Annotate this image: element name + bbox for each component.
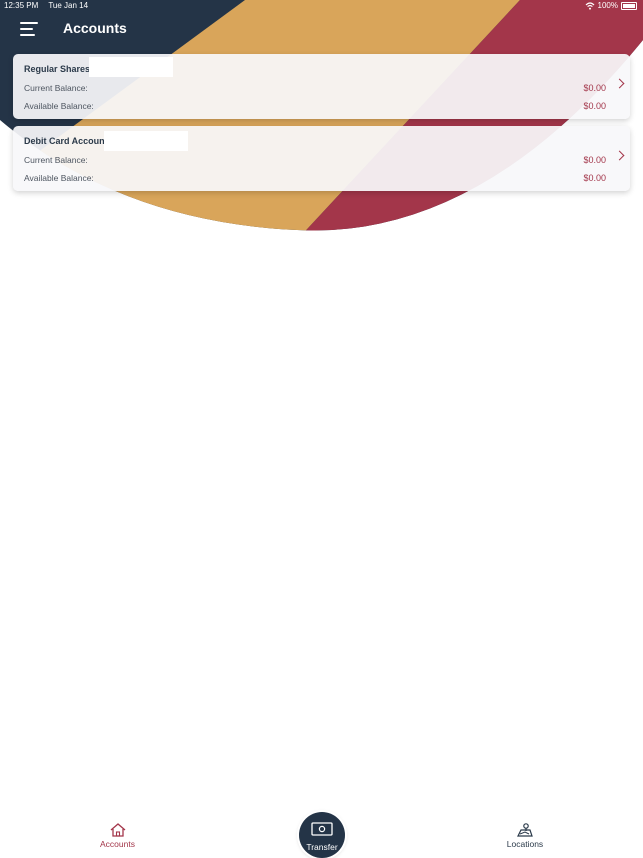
- map-pin-icon: [517, 823, 533, 837]
- chevron-right-icon[interactable]: [614, 78, 625, 89]
- battery-percent: 100%: [597, 1, 618, 10]
- available-balance-label: Available Balance:: [24, 173, 94, 183]
- account-name: Regular Shares (: [24, 64, 96, 74]
- available-balance-value: $0.00: [583, 173, 606, 183]
- status-time: 12:35 PM: [4, 1, 39, 10]
- redacted-account-number: [104, 131, 188, 151]
- redacted-account-number: [89, 57, 173, 77]
- page-title: Accounts: [63, 20, 127, 36]
- header-background-graphic: [0, 0, 643, 231]
- tab-locations-label: Locations: [506, 839, 544, 849]
- status-date: Tue Jan 14: [48, 1, 89, 10]
- current-balance-label: Current Balance:: [24, 83, 88, 93]
- available-balance-value: $0.00: [583, 101, 606, 111]
- transfer-button[interactable]: Transfer: [299, 812, 345, 858]
- money-icon: [311, 822, 333, 836]
- transfer-label: Transfer: [306, 842, 338, 852]
- status-bar: 12:35 PM Tue Jan 14 100%: [0, 0, 643, 12]
- account-card-regular-shares[interactable]: Regular Shares ( Current Balance: $0.00 …: [13, 54, 630, 119]
- hamburger-menu-icon[interactable]: [20, 22, 38, 36]
- tab-accounts[interactable]: Accounts: [95, 822, 140, 849]
- current-balance-label: Current Balance:: [24, 155, 88, 165]
- tab-accounts-label: Accounts: [100, 839, 135, 849]
- chevron-right-icon[interactable]: [614, 150, 625, 161]
- wifi-icon: [585, 1, 594, 10]
- current-balance-value: $0.00: [583, 83, 606, 93]
- battery-icon: [621, 1, 637, 10]
- available-balance-label: Available Balance:: [24, 101, 94, 111]
- account-card-debit-card[interactable]: Debit Card Account ( Current Balance: $0…: [13, 126, 630, 191]
- home-icon: [110, 823, 125, 837]
- current-balance-value: $0.00: [583, 155, 606, 165]
- account-name: Debit Card Account (: [24, 136, 113, 146]
- tab-locations[interactable]: Locations: [500, 822, 550, 849]
